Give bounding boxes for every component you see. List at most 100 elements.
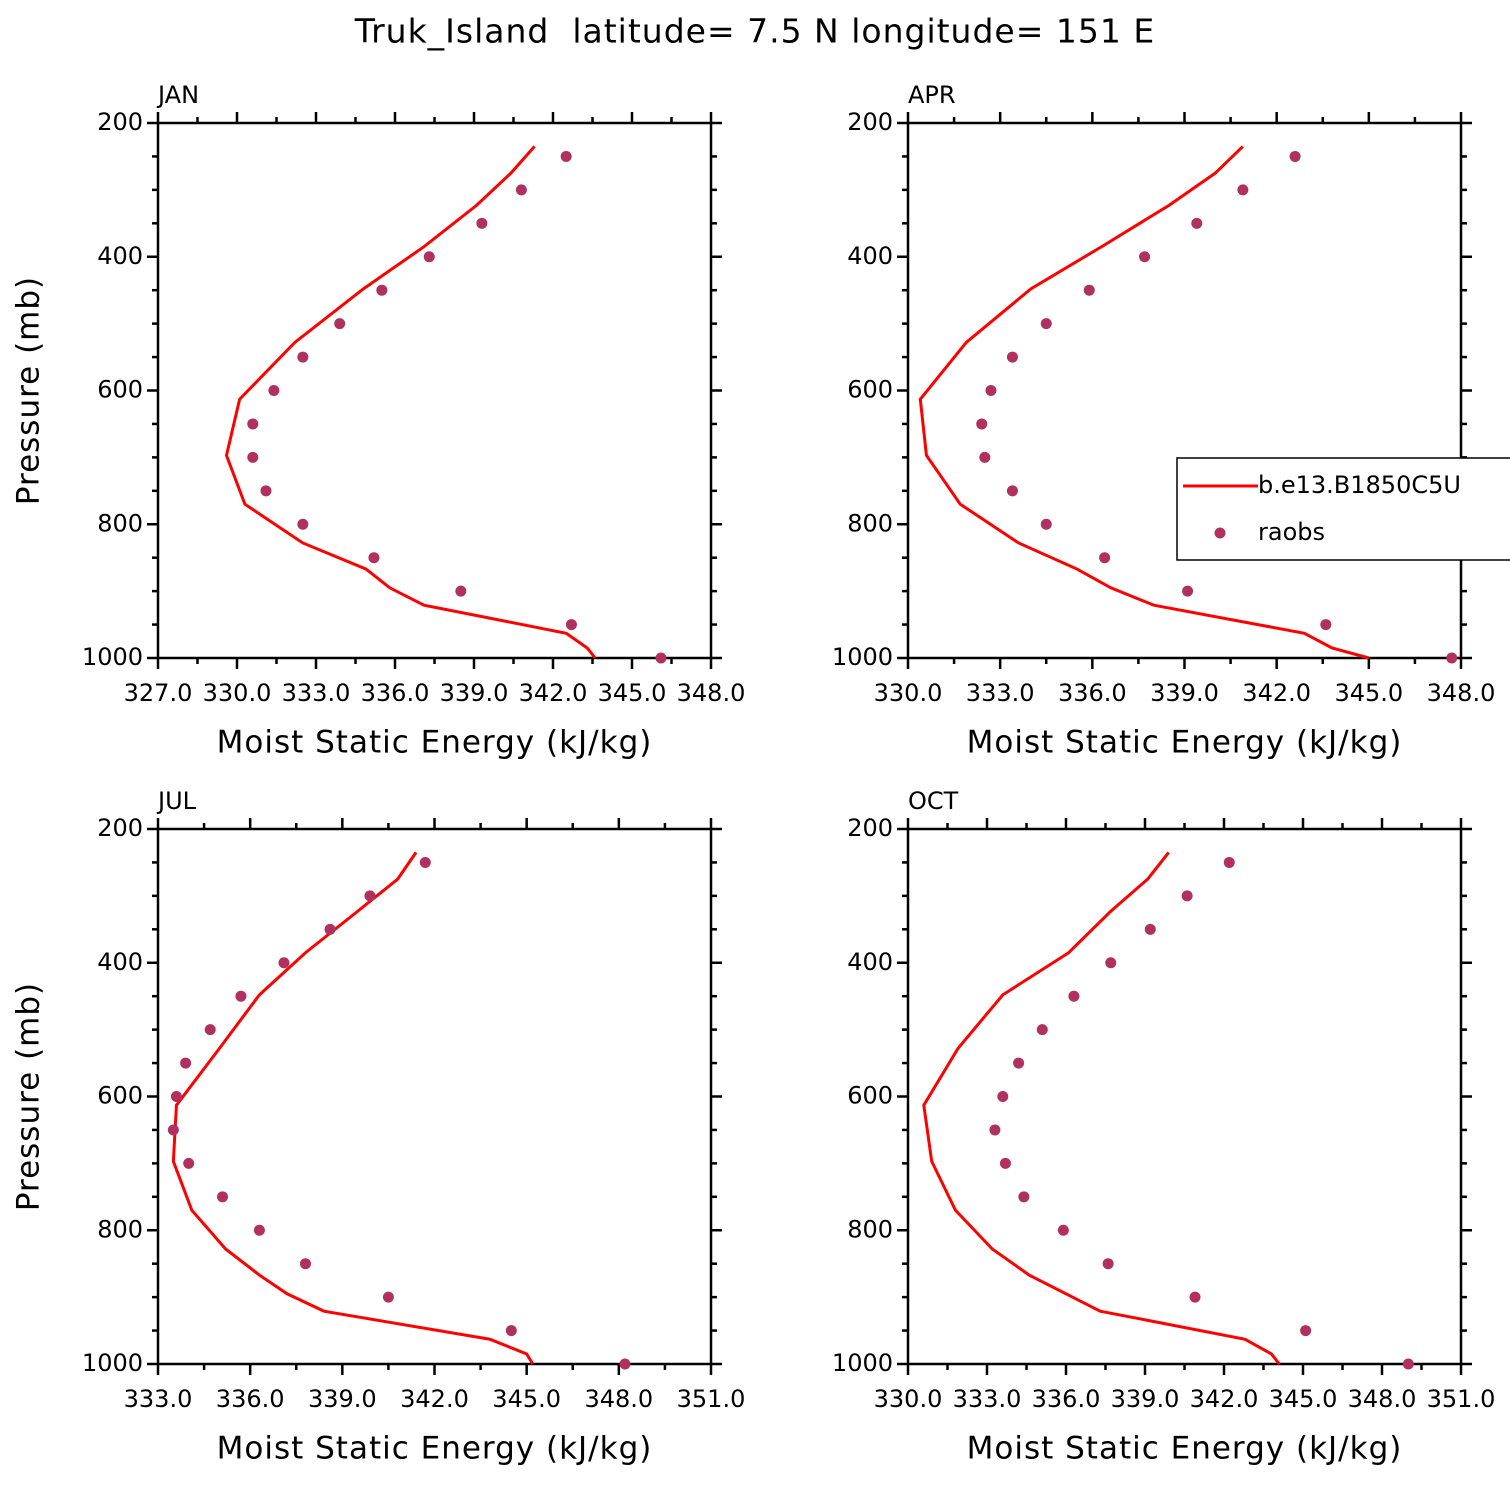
obs-point: [1083, 284, 1095, 296]
x-tick-label: 348.0: [584, 1385, 653, 1413]
x-tick-label: 348.0: [677, 679, 746, 707]
x-tick-label: 348.0: [1348, 1385, 1417, 1413]
obs-point: [476, 217, 488, 229]
y-tick-label: 600: [847, 376, 893, 404]
y-tick-label: 1000: [832, 643, 893, 671]
x-axis-label: Moist Static Energy (kJ/kg): [217, 725, 653, 761]
y-axis-label: Pressure (mb): [11, 276, 47, 505]
obs-point: [1006, 485, 1018, 497]
obs-point: [1191, 217, 1203, 229]
x-tick-label: 342.0: [400, 1385, 469, 1413]
obs-point: [419, 856, 431, 868]
obs-point: [1013, 1057, 1025, 1069]
obs-point: [299, 1258, 311, 1270]
obs-point: [1102, 1258, 1114, 1270]
obs-point: [180, 1057, 192, 1069]
obs-point: [1099, 552, 1111, 564]
y-tick-label: 600: [847, 1082, 893, 1110]
obs-point: [334, 318, 346, 330]
obs-point: [997, 1091, 1009, 1102]
obs-point: [1300, 1325, 1312, 1337]
obs-point: [999, 1157, 1011, 1169]
x-tick-label: 333.0: [124, 1385, 193, 1413]
legend-marker: [1214, 527, 1226, 539]
x-tick-label: 345.0: [1334, 679, 1403, 707]
x-tick-label: 336.0: [1058, 679, 1127, 707]
obs-point: [1144, 923, 1156, 935]
obs-point: [1223, 856, 1235, 868]
obs-point: [183, 1157, 195, 1169]
y-tick-label: 800: [847, 509, 893, 537]
obs-point: [297, 518, 309, 530]
y-tick-label: 600: [97, 376, 143, 404]
x-tick-label: 330.0: [874, 679, 943, 707]
y-tick-label: 600: [97, 1082, 143, 1110]
x-tick-label: 333.0: [953, 1385, 1022, 1413]
obs-point: [253, 1224, 265, 1236]
x-axis-label: Moist Static Energy (kJ/kg): [217, 1431, 653, 1467]
legend-label: raobs: [1258, 518, 1325, 546]
obs-point: [655, 652, 667, 664]
x-tick-label: 330.0: [874, 1385, 943, 1413]
obs-point: [515, 184, 527, 196]
obs-point: [260, 485, 272, 497]
obs-point: [376, 284, 388, 296]
x-tick-label: 336.0: [1032, 1385, 1101, 1413]
obs-point: [423, 251, 435, 263]
y-tick-label: 200: [97, 814, 143, 842]
y-tick-label: 400: [847, 948, 893, 976]
obs-point: [1006, 351, 1018, 363]
obs-point: [247, 418, 259, 430]
x-axis-label: Moist Static Energy (kJ/kg): [967, 725, 1403, 761]
plot-frame: [906, 121, 1463, 660]
obs-point: [1105, 957, 1117, 969]
x-tick-label: 345.0: [492, 1385, 561, 1413]
y-tick-label: 200: [97, 108, 143, 136]
x-tick-label: 339.0: [1111, 1385, 1180, 1413]
panel-title: OCT: [908, 787, 959, 815]
obs-point: [1189, 1291, 1201, 1303]
obs-point: [368, 552, 380, 564]
figure-title: Truk_Island latitude= 7.5 N longitude= 1…: [354, 12, 1155, 51]
y-axis-label: Pressure (mb): [11, 982, 47, 1211]
y-tick-label: 200: [847, 108, 893, 136]
obs-point: [235, 990, 247, 1002]
x-tick-label: 342.0: [519, 679, 588, 707]
x-tick-label: 327.0: [124, 679, 193, 707]
obs-point: [1040, 518, 1052, 530]
y-tick-label: 1000: [832, 1349, 893, 1377]
x-tick-label: 339.0: [440, 679, 509, 707]
obs-point: [217, 1191, 229, 1203]
panel-title: JAN: [156, 81, 199, 109]
obs-point: [976, 418, 988, 430]
x-tick-label: 336.0: [216, 1385, 285, 1413]
obs-point: [167, 1124, 179, 1136]
obs-point: [455, 585, 467, 597]
x-tick-label: 339.0: [308, 1385, 377, 1413]
obs-point: [985, 385, 997, 396]
panel-title: APR: [908, 81, 956, 109]
obs-point: [565, 619, 577, 631]
x-tick-label: 342.0: [1190, 1385, 1259, 1413]
plot-frame: [156, 121, 713, 660]
obs-point: [1139, 251, 1151, 263]
x-tick-label: 330.0: [203, 679, 272, 707]
obs-point: [204, 1024, 216, 1036]
obs-point: [1446, 652, 1458, 664]
obs-point: [619, 1358, 631, 1370]
obs-point: [170, 1091, 182, 1102]
obs-point: [505, 1325, 517, 1337]
y-tick-label: 400: [847, 242, 893, 270]
x-tick-label: 333.0: [966, 679, 1035, 707]
plot-frame: [906, 827, 1463, 1366]
x-tick-label: 351.0: [1427, 1385, 1496, 1413]
model-line: [171, 851, 535, 1365]
obs-point: [1289, 150, 1301, 162]
y-tick-label: 1000: [82, 1349, 143, 1377]
obs-point: [1181, 890, 1193, 902]
y-tick-label: 800: [847, 1215, 893, 1243]
obs-point: [1057, 1224, 1069, 1236]
y-tick-label: 800: [97, 1215, 143, 1243]
obs-point: [1402, 1358, 1414, 1370]
